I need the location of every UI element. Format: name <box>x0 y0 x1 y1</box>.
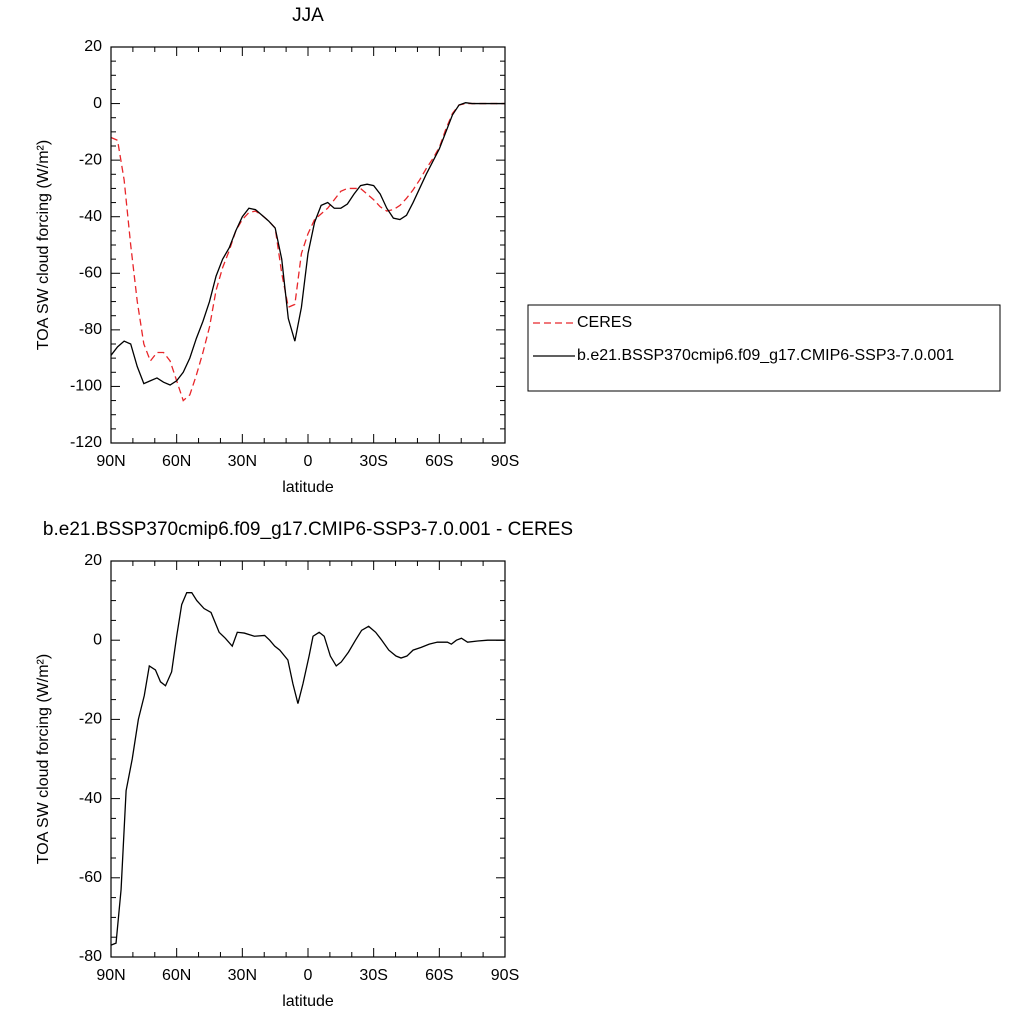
x-tick-label: 0 <box>304 967 313 984</box>
y-tick-label: -60 <box>79 869 102 886</box>
y-tick-label: -120 <box>70 434 102 451</box>
legend-box <box>527 304 1001 392</box>
plot-frame <box>110 560 506 958</box>
x-tick-label: 30N <box>228 967 257 984</box>
x-axis-label: latitude <box>282 993 334 1010</box>
plot-frame <box>110 46 506 444</box>
legend-label: b.e21.BSSP370cmip6.f09_g17.CMIP6-SSP3-7.… <box>577 347 954 364</box>
y-tick-label: -80 <box>79 948 102 965</box>
x-tick-label: 90N <box>96 453 125 470</box>
x-tick-label: 90S <box>491 453 519 470</box>
y-tick-label: -20 <box>79 711 102 728</box>
x-tick-label: 60S <box>425 967 453 984</box>
y-tick-label: -20 <box>79 151 102 168</box>
series-line <box>110 592 505 946</box>
y-tick-label: -100 <box>70 378 102 395</box>
legend-label: CERES <box>577 314 632 331</box>
y-axis-label: TOA SW cloud forcing (W/m²) <box>35 654 52 864</box>
y-axis-label: TOA SW cloud forcing (W/m²) <box>35 140 52 350</box>
x-tick-label: 30S <box>359 967 387 984</box>
y-tick-label: -60 <box>79 265 102 282</box>
x-tick-label: 60N <box>162 453 191 470</box>
y-tick-label: -80 <box>79 321 102 338</box>
y-tick-label: 0 <box>93 631 102 648</box>
x-tick-label: 60N <box>162 967 191 984</box>
series-line <box>110 102 505 386</box>
x-tick-label: 0 <box>304 453 313 470</box>
y-tick-label: 0 <box>93 95 102 112</box>
series-line <box>110 102 505 402</box>
y-tick-label: 20 <box>84 552 102 569</box>
y-tick-label: 20 <box>84 38 102 55</box>
x-tick-label: 30N <box>228 453 257 470</box>
x-tick-label: 90N <box>96 967 125 984</box>
x-tick-label: 60S <box>425 453 453 470</box>
y-tick-label: -40 <box>79 790 102 807</box>
chart-title: b.e21.BSSP370cmip6.f09_g17.CMIP6-SSP3-7.… <box>43 519 573 540</box>
x-tick-label: 30S <box>359 453 387 470</box>
chart-title: JJA <box>292 5 324 26</box>
y-tick-label: -40 <box>79 208 102 225</box>
x-axis-label: latitude <box>282 479 334 496</box>
x-tick-label: 90S <box>491 967 519 984</box>
